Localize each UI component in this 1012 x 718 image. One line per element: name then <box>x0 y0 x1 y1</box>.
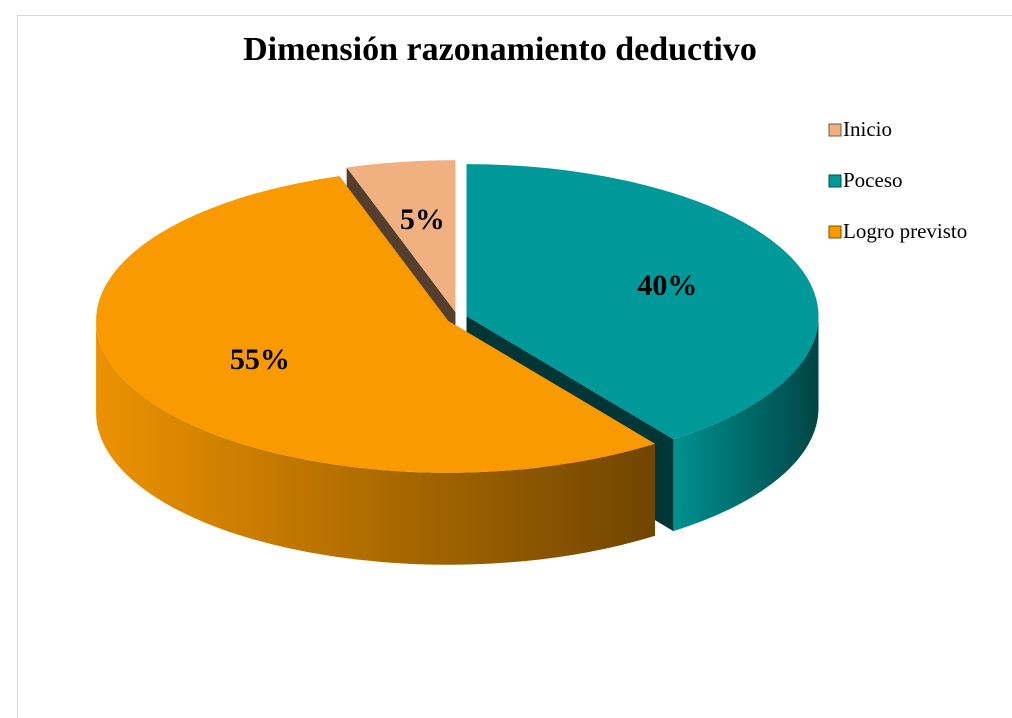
slice <box>346 160 456 313</box>
slice <box>96 176 655 473</box>
slice <box>466 164 819 440</box>
slice-side <box>96 320 655 565</box>
legend-marker <box>828 174 842 188</box>
data-label: 55% <box>230 343 290 376</box>
legend-marker <box>828 225 842 239</box>
legend-label: Logro previsto <box>843 219 967 243</box>
slice-labels: 5% 40% 55% <box>230 203 697 376</box>
data-label: 5% <box>400 203 445 236</box>
legend-label: Poceso <box>843 168 903 192</box>
data-label: 40% <box>637 269 697 302</box>
legend-marker <box>828 123 842 137</box>
slice-tops <box>96 160 819 473</box>
slice-side <box>673 316 819 532</box>
chart-title: Dimensión razonamiento deductivo <box>243 31 757 68</box>
slice-sides <box>96 316 819 565</box>
legend-label: Inicio <box>843 117 892 141</box>
